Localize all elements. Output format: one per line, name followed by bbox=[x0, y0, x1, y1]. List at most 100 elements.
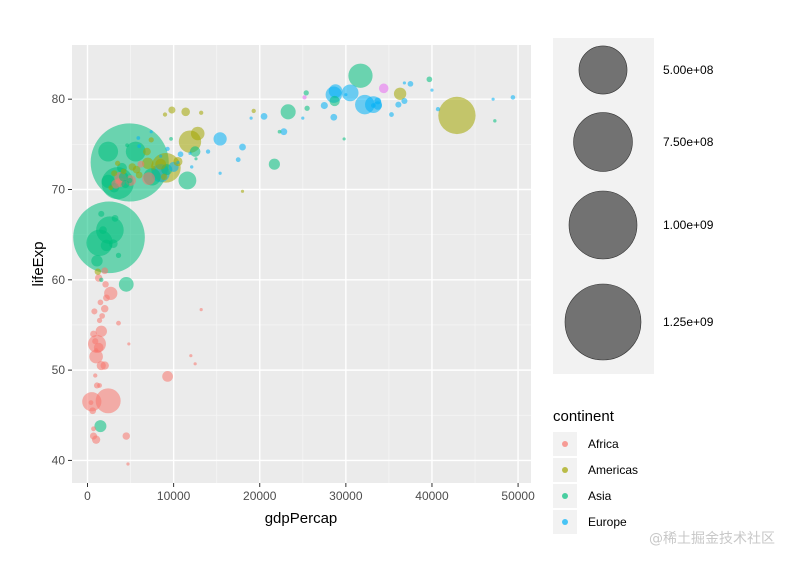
color-legend-label: Asia bbox=[588, 489, 612, 503]
x-tick-label: 10000 bbox=[157, 489, 191, 503]
data-point-asia bbox=[109, 239, 118, 248]
data-point-americas bbox=[151, 165, 156, 170]
data-point-asia bbox=[169, 137, 173, 141]
data-point-africa bbox=[101, 267, 109, 275]
x-axis-ticks: 0 10000 20000 30000 40000 50000 bbox=[84, 483, 535, 503]
y-tick-label: 50 bbox=[52, 363, 66, 377]
data-point-asia bbox=[178, 171, 197, 190]
data-point-americas bbox=[438, 96, 476, 135]
data-point-africa bbox=[103, 294, 110, 302]
data-point-europe bbox=[190, 165, 194, 169]
data-point-africa bbox=[95, 388, 121, 414]
data-point-africa bbox=[100, 361, 109, 370]
data-point-europe bbox=[341, 84, 359, 102]
data-point-europe bbox=[344, 93, 348, 97]
data-point-europe bbox=[205, 149, 211, 154]
data-point-asia bbox=[348, 63, 373, 88]
data-point-asia bbox=[98, 210, 105, 217]
data-point-asia bbox=[121, 180, 130, 189]
data-point-europe bbox=[430, 88, 434, 92]
data-point-oceania bbox=[378, 83, 389, 94]
data-point-asia bbox=[194, 157, 198, 161]
data-point-europe bbox=[320, 101, 328, 110]
data-point-americas bbox=[115, 160, 121, 166]
data-point-oceania bbox=[302, 95, 307, 100]
data-point-africa bbox=[116, 320, 121, 326]
data-point-africa bbox=[137, 160, 145, 168]
data-point-africa bbox=[102, 281, 109, 288]
data-point-europe bbox=[301, 116, 305, 120]
data-point-europe bbox=[510, 95, 516, 100]
size-legend-circle bbox=[578, 45, 628, 95]
data-point-europe bbox=[235, 157, 241, 163]
data-point-americas bbox=[240, 189, 245, 193]
color-legend-key-africa bbox=[562, 441, 568, 447]
size-legend-label: 7.50e+08 bbox=[663, 135, 714, 149]
data-point-europe bbox=[280, 128, 288, 136]
data-point-asia bbox=[115, 252, 122, 259]
y-axis-ticks: 40 50 60 70 80 bbox=[52, 92, 72, 467]
data-point-asia bbox=[304, 105, 310, 111]
color-legend-key-europe bbox=[562, 519, 568, 525]
data-point-europe bbox=[491, 97, 495, 101]
data-point-africa bbox=[162, 371, 173, 382]
data-point-europe bbox=[330, 113, 338, 121]
color-legend-label: Americas bbox=[588, 463, 638, 477]
color-legend-label: Africa bbox=[588, 437, 619, 451]
data-point-americas bbox=[251, 108, 256, 114]
data-point-americas bbox=[128, 163, 137, 171]
data-point-asia bbox=[303, 90, 309, 96]
x-tick-label: 0 bbox=[84, 489, 91, 503]
data-point-africa bbox=[89, 432, 98, 440]
data-point-europe bbox=[136, 136, 141, 140]
color-legend-key-asia bbox=[562, 493, 568, 499]
data-point-americas bbox=[190, 126, 205, 141]
data-point-americas bbox=[143, 147, 151, 156]
data-point-asia bbox=[280, 104, 296, 120]
data-point-europe bbox=[165, 146, 170, 152]
data-point-africa bbox=[193, 362, 197, 366]
data-point-europe bbox=[176, 160, 180, 165]
size-legend-circle bbox=[573, 112, 633, 172]
color-legend-title: continent bbox=[553, 408, 615, 425]
x-tick-label: 30000 bbox=[329, 489, 363, 503]
data-point-europe bbox=[149, 130, 153, 134]
data-point-europe bbox=[159, 154, 163, 158]
data-point-africa bbox=[97, 299, 104, 306]
data-point-asia bbox=[125, 143, 129, 148]
data-point-europe bbox=[177, 151, 184, 158]
data-point-europe bbox=[137, 144, 142, 149]
x-tick-label: 40000 bbox=[415, 489, 449, 503]
data-point-asia bbox=[189, 146, 201, 157]
data-point-asia bbox=[91, 255, 103, 267]
data-point-africa bbox=[111, 179, 121, 189]
data-point-americas bbox=[120, 168, 127, 175]
x-tick-label: 20000 bbox=[243, 489, 277, 503]
data-point-africa bbox=[101, 304, 109, 313]
data-point-americas bbox=[160, 173, 168, 181]
data-point-europe bbox=[395, 101, 402, 108]
data-point-africa bbox=[89, 349, 103, 364]
data-point-americas bbox=[94, 268, 102, 275]
data-point-europe bbox=[401, 97, 408, 105]
data-point-africa bbox=[95, 325, 107, 337]
watermark-stamp: @稀土掘金技术社区 bbox=[649, 531, 775, 547]
data-point-asia bbox=[342, 137, 346, 141]
data-point-americas bbox=[142, 157, 154, 169]
y-tick-label: 40 bbox=[52, 453, 66, 467]
data-point-africa bbox=[189, 354, 193, 358]
data-point-asia bbox=[99, 277, 104, 282]
size-legend-circle bbox=[564, 283, 642, 361]
data-point-americas bbox=[199, 110, 204, 115]
data-point-asia bbox=[118, 172, 129, 182]
data-point-americas bbox=[135, 171, 143, 179]
data-point-africa bbox=[99, 313, 105, 319]
data-point-africa bbox=[90, 330, 97, 338]
color-legend-label: Europe bbox=[588, 515, 627, 529]
data-point-asia bbox=[329, 95, 340, 107]
data-point-europe bbox=[374, 97, 382, 105]
data-point-africa bbox=[92, 338, 99, 345]
data-point-americas bbox=[108, 185, 114, 191]
data-point-europe bbox=[188, 151, 192, 155]
data-point-africa bbox=[142, 172, 156, 186]
